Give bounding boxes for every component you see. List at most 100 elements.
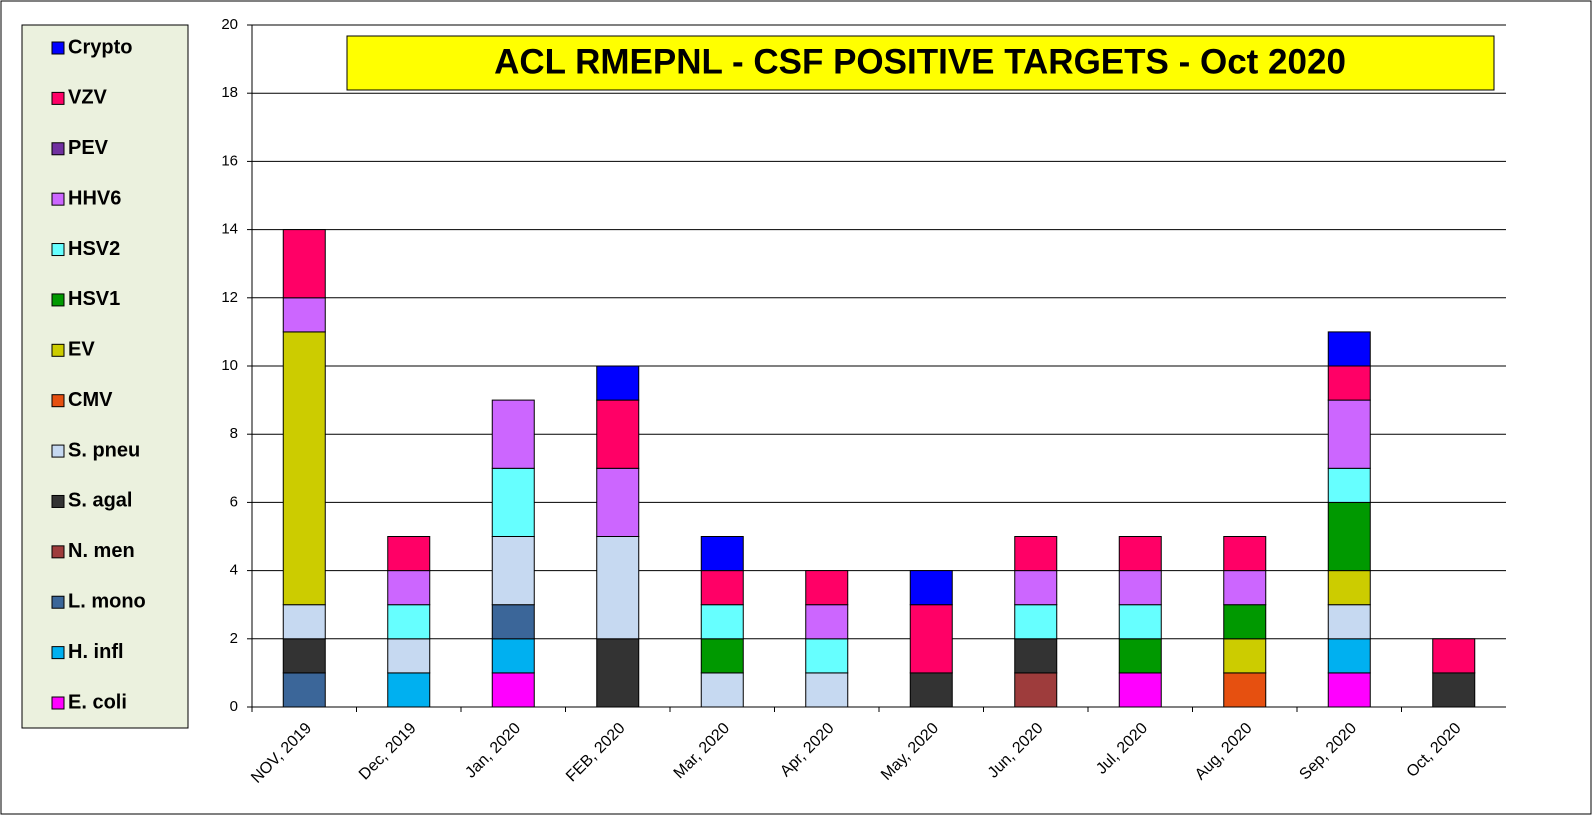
legend-swatch	[51, 646, 65, 660]
y-tick-label: 2	[230, 630, 238, 647]
legend-label: Crypto	[68, 36, 132, 58]
legend-swatch	[51, 343, 65, 357]
legend-swatch	[51, 595, 65, 609]
legend-swatch	[51, 444, 65, 458]
legend-swatch	[51, 91, 65, 105]
y-tick-label: 20	[221, 16, 238, 33]
bar-segment	[1014, 672, 1058, 708]
bar-segment	[909, 570, 953, 606]
bar-segment	[805, 638, 849, 674]
bar-segment	[1118, 570, 1162, 606]
legend-label: HSV2	[68, 238, 120, 260]
legend-label: CMV	[68, 389, 113, 411]
legend-label: L. mono	[68, 591, 146, 613]
bar-segment	[1327, 365, 1371, 401]
bar-segment	[282, 297, 326, 333]
bar-segment	[387, 570, 431, 606]
legend-label: S. agal	[68, 490, 132, 512]
bar-segment	[1327, 604, 1371, 640]
legend-label: E. coli	[68, 691, 127, 713]
y-tick-label: 6	[230, 493, 238, 510]
bar-segment	[491, 467, 535, 537]
bar-segment	[387, 638, 431, 674]
bar-segment	[387, 672, 431, 708]
bar-segment	[282, 604, 326, 640]
bar-segment	[700, 570, 744, 606]
legend-label: VZV	[68, 87, 108, 109]
y-tick-label: 12	[221, 289, 238, 306]
bar-segment	[491, 399, 535, 469]
legend-label: H. infl	[68, 641, 124, 663]
bar-segment	[1223, 638, 1267, 674]
legend-label: PEV	[68, 137, 109, 159]
bar-segment	[1327, 399, 1371, 469]
legend-label: HSV1	[68, 288, 120, 310]
bar-segment	[1118, 604, 1162, 640]
legend-swatch	[51, 494, 65, 508]
y-tick-label: 16	[221, 152, 238, 169]
chart-title: ACL RMEPNL - CSF POSITIVE TARGETS - Oct …	[494, 42, 1346, 81]
bar-segment	[1432, 638, 1476, 674]
bar-segment	[700, 604, 744, 640]
y-tick-label: 4	[230, 562, 238, 579]
bar-segment	[1223, 536, 1267, 572]
legend-label: S. pneu	[68, 439, 140, 461]
bar-segment	[1118, 672, 1162, 708]
bar-segment	[1014, 536, 1058, 572]
title-box	[346, 35, 1495, 91]
bar-segment	[1118, 536, 1162, 572]
legend-swatch	[51, 192, 65, 206]
bar-segment	[1327, 638, 1371, 674]
bar-segment	[909, 672, 953, 708]
y-tick-label: 0	[230, 698, 238, 715]
bar-segment	[491, 672, 535, 708]
bar-segment	[1327, 467, 1371, 503]
legend-box	[21, 24, 189, 729]
y-tick-label: 8	[230, 425, 238, 442]
bar-segment	[491, 536, 535, 606]
bar-segment	[1014, 638, 1058, 674]
legend-swatch	[51, 696, 65, 710]
legend-swatch	[51, 545, 65, 559]
bar-segment	[805, 604, 849, 640]
bar-segment	[1223, 570, 1267, 606]
legend-label: EV	[68, 339, 95, 361]
bar-segment	[282, 638, 326, 674]
bar-segment	[1432, 672, 1476, 708]
bar-segment	[387, 536, 431, 572]
y-tick-label: 14	[221, 221, 238, 238]
bar-segment	[387, 604, 431, 640]
bar-segment	[282, 672, 326, 708]
bar-segment	[596, 536, 640, 640]
bar-segment	[805, 672, 849, 708]
bar-segment	[282, 229, 326, 299]
bar-segment	[596, 365, 640, 401]
bar-segment	[700, 672, 744, 708]
bar-segment	[596, 467, 640, 537]
bar-segment	[491, 604, 535, 640]
bar-segment	[1118, 638, 1162, 674]
bar-segment	[1014, 604, 1058, 640]
legend-label: N. men	[68, 540, 135, 562]
y-tick-label: 10	[221, 357, 238, 374]
legend-label: HHV6	[68, 187, 121, 209]
bar-segment	[1223, 604, 1267, 640]
y-tick-label: 18	[221, 84, 238, 101]
bar-segment	[1327, 672, 1371, 708]
bar-segment	[596, 399, 640, 469]
bar-segment	[1327, 501, 1371, 572]
bar-segment	[700, 638, 744, 674]
bar-segment	[700, 536, 744, 572]
bar-segment	[596, 638, 640, 708]
legend-swatch	[51, 142, 65, 156]
legend-swatch	[51, 293, 65, 307]
bar-segment	[909, 604, 953, 674]
legend-swatch	[51, 243, 65, 257]
bar-segment	[491, 638, 535, 674]
bar-segment	[282, 331, 326, 606]
legend-swatch	[51, 394, 65, 408]
bar-segment	[1327, 331, 1371, 367]
legend-swatch	[51, 41, 65, 55]
bar-segment	[1014, 570, 1058, 606]
